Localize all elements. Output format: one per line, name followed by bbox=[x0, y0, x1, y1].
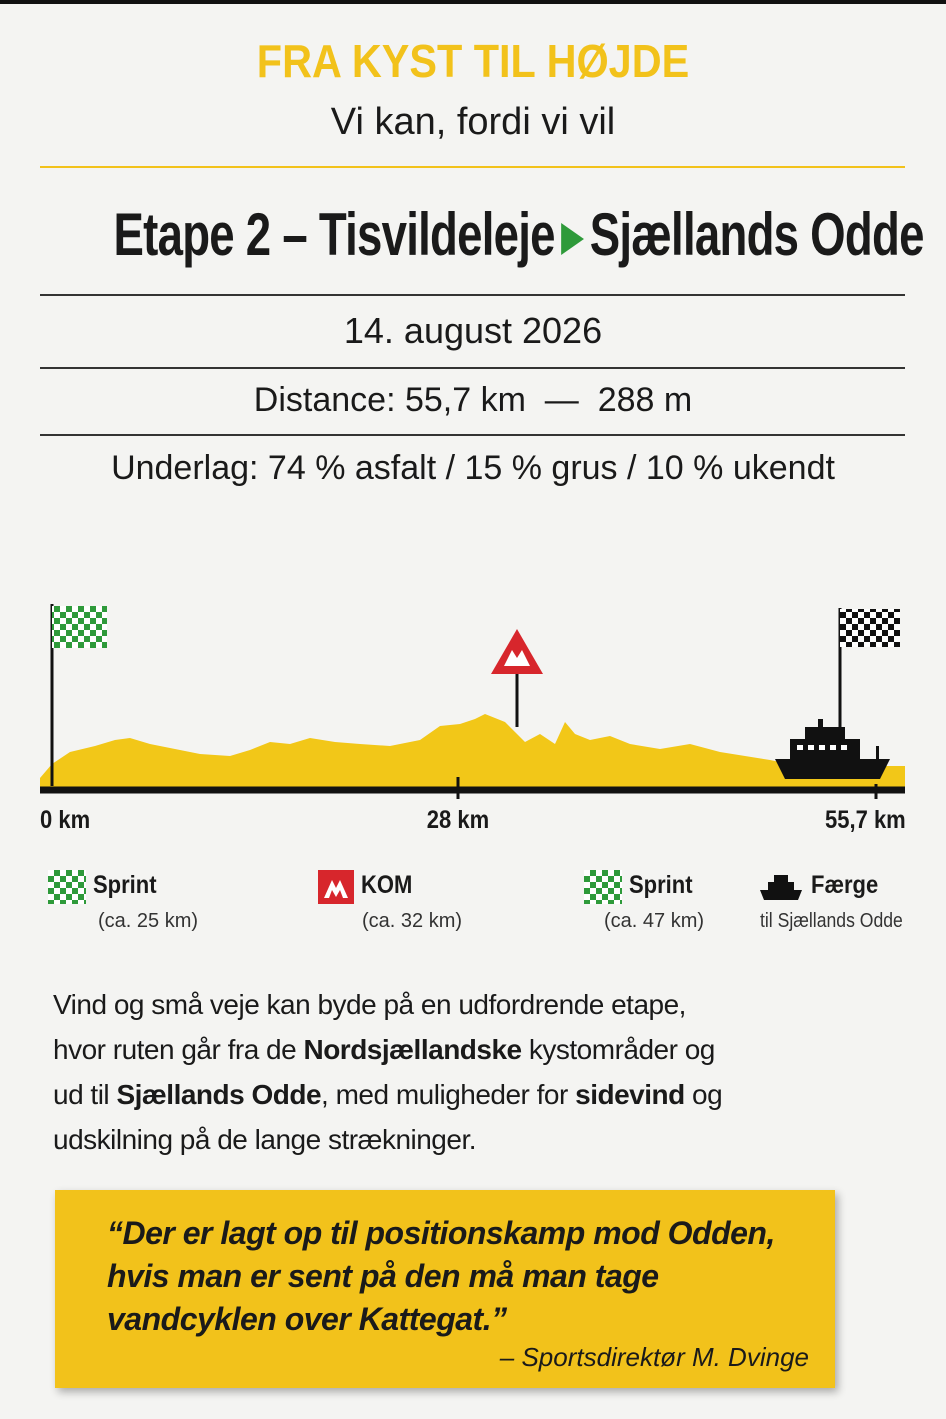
quote-box: “Der er lagt op til positionskamp mod Od… bbox=[55, 1190, 835, 1388]
legend-label: Færge bbox=[810, 871, 878, 900]
quote-attribution: – Sportsdirektør M. Dvinge bbox=[499, 1342, 809, 1372]
stage-destination: Sjællands Odde bbox=[589, 201, 925, 268]
divider bbox=[40, 294, 905, 296]
legend-item: KOM (ca. 32 km) bbox=[318, 870, 462, 933]
stage-distance: Distance: 55,7 km — 288 m bbox=[253, 381, 693, 419]
stage-label: Etape 2 – Tisvildeleje bbox=[113, 201, 556, 268]
text-run: Vind og små veje kan byde på en udfordre… bbox=[53, 989, 686, 1065]
sprint-icon bbox=[584, 870, 622, 904]
arrow-icon bbox=[560, 223, 584, 256]
axis-label: 0 km bbox=[40, 806, 91, 834]
divider bbox=[40, 434, 905, 436]
legend-note: (ca. 47 km) bbox=[604, 910, 705, 932]
emphasis: Nordsjællandske bbox=[303, 1034, 522, 1065]
text-run: og udskilning på de lange strækninger. bbox=[53, 1079, 723, 1155]
axis-label: 55,7 km bbox=[825, 806, 906, 834]
ferry-icon bbox=[760, 875, 802, 900]
subtitle: Vi kan, fordi vi vil bbox=[330, 101, 616, 143]
elevation-profile bbox=[40, 604, 905, 799]
legend-item: Færge til Sjællands Odde bbox=[758, 870, 922, 933]
legend-label: Sprint bbox=[628, 871, 693, 900]
stage-date: 14. august 2026 bbox=[343, 310, 603, 351]
legend-item: Sprint (ca. 25 km) bbox=[48, 870, 198, 933]
legend-note: til Sjællands Odde bbox=[760, 910, 903, 932]
body-text: Vind og små veje kan byde på en udfordre… bbox=[53, 982, 743, 1162]
quote-text: “Der er lagt op til positionskamp mod Od… bbox=[107, 1215, 775, 1337]
kom-icon bbox=[318, 870, 354, 904]
text-run: kystområder og ud til bbox=[53, 1034, 715, 1110]
legend-note: (ca. 25 km) bbox=[98, 910, 199, 932]
text-run: , med muligheder for bbox=[321, 1079, 576, 1110]
sprint-icon bbox=[48, 870, 86, 904]
legend-note: (ca. 32 km) bbox=[362, 910, 463, 932]
stage-surface: Underlag: 74 % asfalt / 15 % grus / 10 %… bbox=[111, 449, 835, 487]
stage-title: Etape 2 – Tisvildeleje Sjællands Odde bbox=[113, 200, 925, 269]
divider bbox=[40, 166, 905, 168]
divider bbox=[40, 367, 905, 369]
axis-label: 28 km bbox=[426, 806, 490, 834]
emphasis: Sjællands Odde bbox=[116, 1079, 322, 1110]
legend-label: KOM bbox=[360, 871, 413, 900]
legend-item: Sprint (ca. 47 km) bbox=[584, 870, 704, 933]
legend-label: Sprint bbox=[92, 871, 157, 900]
emphasis: sidevind bbox=[575, 1079, 685, 1110]
title: FRA KYST TIL HØJDE bbox=[256, 35, 690, 87]
